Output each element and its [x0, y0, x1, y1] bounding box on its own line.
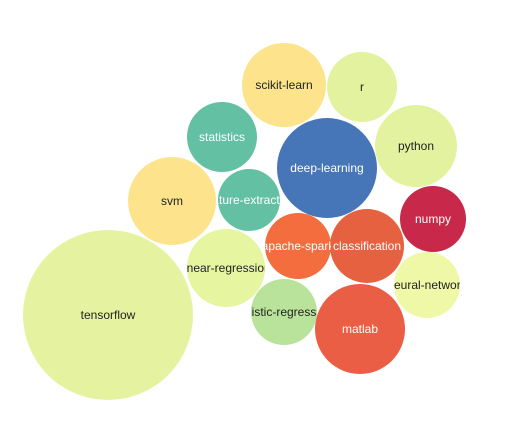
bubble-label-r: r	[360, 80, 364, 94]
bubble-deep-learning	[277, 118, 377, 218]
bubble-label-apache-spark: apache-spark	[262, 239, 336, 253]
bubble-classification	[330, 209, 404, 283]
bubble-label-svm: svm	[161, 194, 183, 208]
bubble-label-classification: classification	[333, 239, 401, 253]
bubble-label-tensorflow: tensorflow	[81, 308, 136, 322]
bubble-feature-extraction	[218, 169, 280, 231]
bubble-label-neural-network: neural-network	[387, 278, 467, 292]
bubble-matlab	[315, 284, 405, 374]
bubble-neural-network	[394, 252, 460, 318]
bubble-label-linear-regression: linear-regression	[181, 261, 270, 275]
bubble-label-numpy: numpy	[415, 212, 451, 226]
bubble-numpy	[400, 186, 466, 252]
bubble-label-statistics: statistics	[199, 130, 245, 144]
bubbles-group: tensorflow deep-learning svm linear-regress…	[23, 43, 467, 400]
bubble-label-deep-learning: deep-learning	[290, 161, 363, 175]
bubble-svm	[128, 157, 216, 245]
bubble-label-matlab: matlab	[342, 322, 378, 336]
bubble-label-python: python	[398, 139, 434, 153]
bubble-logistic-regression	[251, 279, 317, 345]
bubble-tensorflow	[23, 230, 193, 400]
bubble-label-feature-extraction: feature-extraction	[202, 193, 295, 207]
bubble-apache-spark	[265, 213, 331, 279]
bubble-statistics	[187, 102, 257, 172]
bubble-label-logistic-regression: logistic-regression	[236, 305, 333, 319]
bubble-label-scikit-learn: scikit-learn	[255, 78, 312, 92]
bubble-r	[327, 52, 397, 122]
bubble-scikit-learn	[242, 43, 326, 127]
bubble-python	[375, 105, 457, 187]
bubble-linear-regression	[187, 229, 265, 307]
